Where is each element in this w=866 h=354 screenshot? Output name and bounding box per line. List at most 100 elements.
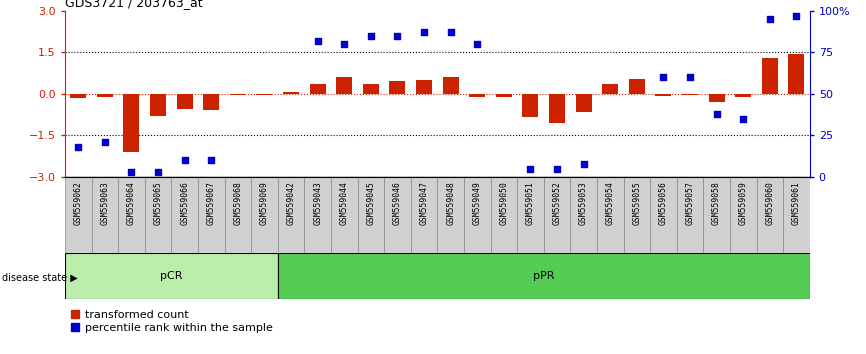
Point <box>763 16 777 22</box>
Bar <box>597 177 624 253</box>
Bar <box>757 177 783 253</box>
Point <box>550 166 564 171</box>
Point <box>311 38 325 44</box>
Point <box>656 74 670 80</box>
Point <box>443 29 457 35</box>
Text: GSM559064: GSM559064 <box>127 181 136 225</box>
Text: GSM559060: GSM559060 <box>766 181 774 225</box>
Text: GSM559059: GSM559059 <box>739 181 747 225</box>
Bar <box>708 94 725 102</box>
Point <box>736 116 750 122</box>
Text: GSM559047: GSM559047 <box>419 181 429 225</box>
Bar <box>490 177 517 253</box>
Text: GSM559066: GSM559066 <box>180 181 189 225</box>
Legend: transformed count, percentile rank within the sample: transformed count, percentile rank withi… <box>70 310 273 333</box>
Bar <box>571 177 597 253</box>
Bar <box>358 177 385 253</box>
Bar <box>336 77 352 94</box>
Bar <box>97 94 113 97</box>
Text: GSM559062: GSM559062 <box>74 181 83 225</box>
Text: GSM559053: GSM559053 <box>579 181 588 225</box>
Bar <box>629 79 645 94</box>
Bar <box>703 177 730 253</box>
Bar <box>496 94 512 97</box>
Point <box>98 139 112 145</box>
Bar <box>788 53 805 94</box>
Text: GSM559067: GSM559067 <box>207 181 216 225</box>
Text: GSM559057: GSM559057 <box>686 181 695 225</box>
Point <box>417 29 431 35</box>
Bar <box>416 80 432 94</box>
Bar <box>204 94 219 110</box>
Bar <box>229 94 246 95</box>
Bar <box>65 177 92 253</box>
Bar <box>70 94 87 98</box>
Bar <box>544 177 571 253</box>
Text: GSM559058: GSM559058 <box>712 181 721 225</box>
Text: GSM559065: GSM559065 <box>153 181 163 225</box>
Bar <box>198 177 224 253</box>
Point <box>391 33 404 39</box>
Bar <box>650 177 676 253</box>
Text: GSM559068: GSM559068 <box>233 181 242 225</box>
Text: GSM559052: GSM559052 <box>553 181 561 225</box>
Point <box>523 166 537 171</box>
Bar <box>92 177 118 253</box>
Bar <box>656 94 671 96</box>
Text: disease state ▶: disease state ▶ <box>2 273 77 283</box>
Bar <box>177 94 192 109</box>
Bar <box>278 177 304 253</box>
Bar <box>735 94 751 97</box>
Bar <box>304 177 331 253</box>
Point <box>790 13 804 18</box>
Point <box>337 41 351 47</box>
Text: GSM559069: GSM559069 <box>260 181 269 225</box>
Text: GSM559046: GSM559046 <box>393 181 402 225</box>
Text: GDS3721 / 203763_at: GDS3721 / 203763_at <box>65 0 203 10</box>
Bar <box>730 177 757 253</box>
Point <box>71 144 85 150</box>
Bar <box>443 77 459 94</box>
Point <box>709 111 723 116</box>
Text: GSM559045: GSM559045 <box>366 181 375 225</box>
Point <box>470 41 484 47</box>
Text: GSM559049: GSM559049 <box>473 181 481 225</box>
Text: GSM559055: GSM559055 <box>632 181 642 225</box>
Bar <box>390 81 405 94</box>
Point <box>204 158 218 163</box>
Bar <box>549 94 565 123</box>
Bar <box>124 94 139 152</box>
Text: GSM559043: GSM559043 <box>313 181 322 225</box>
Bar <box>676 177 703 253</box>
Bar <box>278 253 810 299</box>
Bar <box>437 177 464 253</box>
Point <box>125 169 139 175</box>
Bar <box>517 177 544 253</box>
Text: GSM559063: GSM559063 <box>100 181 109 225</box>
Bar <box>576 94 591 112</box>
Bar <box>762 58 778 94</box>
Bar <box>331 177 358 253</box>
Bar <box>145 177 171 253</box>
Text: pPR: pPR <box>533 271 554 281</box>
Text: GSM559042: GSM559042 <box>287 181 295 225</box>
Bar <box>385 177 410 253</box>
Bar <box>602 84 618 94</box>
Text: GSM559050: GSM559050 <box>500 181 508 225</box>
Point <box>577 161 591 166</box>
Point <box>683 74 697 80</box>
Bar <box>624 177 650 253</box>
Bar <box>283 92 299 94</box>
Text: GSM559051: GSM559051 <box>526 181 535 225</box>
Bar <box>310 84 326 94</box>
Text: pCR: pCR <box>160 271 183 281</box>
Point <box>151 169 165 175</box>
Point <box>178 158 191 163</box>
Text: GSM559056: GSM559056 <box>659 181 668 225</box>
Bar <box>224 177 251 253</box>
Bar <box>522 94 539 118</box>
Bar <box>783 177 810 253</box>
Bar <box>682 94 698 96</box>
Bar <box>363 84 378 94</box>
Bar <box>118 177 145 253</box>
